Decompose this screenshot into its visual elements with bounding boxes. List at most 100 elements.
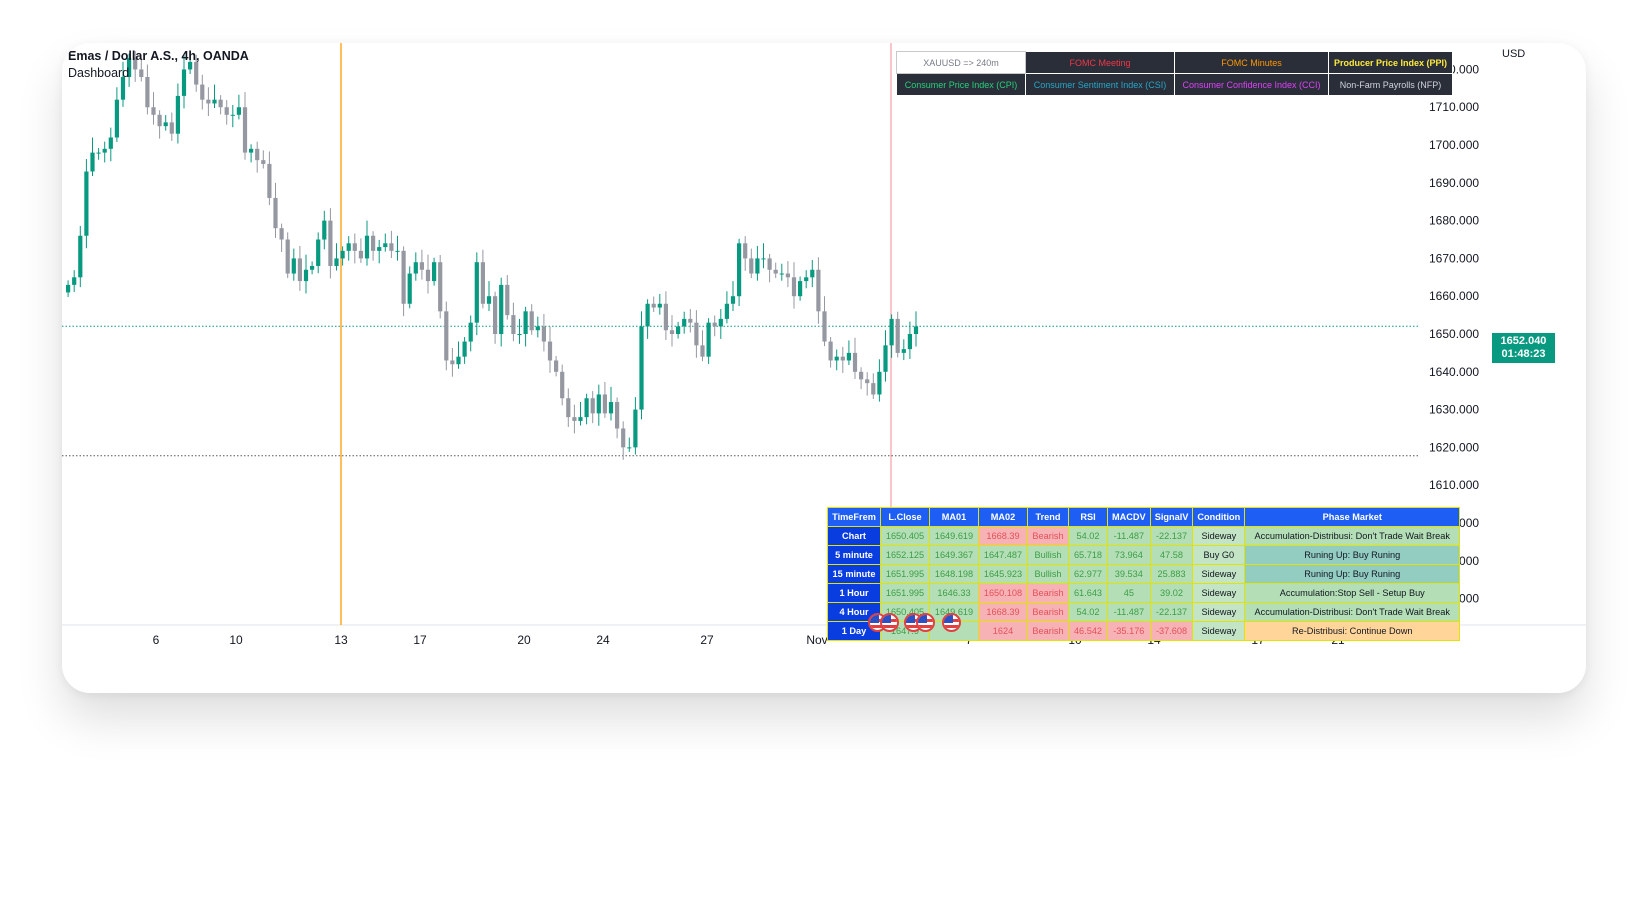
ma01-cell: 1649.619 [929, 602, 979, 622]
candle-body [639, 326, 644, 410]
candle-body [90, 152, 95, 172]
candle-body [480, 262, 485, 304]
candle-body [669, 330, 675, 334]
bar-countdown: 01:48:23 [1501, 348, 1546, 360]
trend-cell: Bearish [1027, 621, 1069, 641]
candle-body [737, 243, 742, 297]
phase-cell: Accumulation-Distribusi: Don't Trade Wai… [1244, 526, 1461, 546]
phase-cell: Re-Distribusi: Continue Down [1244, 621, 1461, 641]
candle-body [755, 258, 760, 274]
candle-body [511, 315, 516, 334]
candle-body [706, 322, 711, 357]
candle-body [316, 239, 321, 266]
candle-body [474, 262, 479, 323]
candle-body [383, 243, 388, 248]
candle-body [212, 99, 217, 104]
currency-label: USD [1502, 48, 1526, 60]
candle-body [547, 341, 553, 361]
col-signalv: SignalV [1149, 507, 1194, 527]
col-ma01: MA01 [929, 507, 979, 527]
candle-body [425, 269, 431, 282]
candle-body [907, 334, 912, 350]
table-row: 4 Hour 1650.405 1649.619 1668.39 Bearish… [827, 602, 1461, 622]
candle-body [651, 303, 656, 308]
y-tick-label: 1660.000 [1429, 289, 1479, 303]
candle-body [236, 107, 241, 115]
candle-body [407, 273, 412, 304]
candle-body [285, 239, 290, 274]
candle-body [224, 107, 229, 115]
candle-body [169, 122, 174, 134]
candle-body [249, 148, 254, 153]
candle-body [761, 258, 766, 260]
col-ma02: MA02 [978, 507, 1028, 527]
candle-body [450, 360, 455, 365]
candle-body [865, 379, 870, 384]
ma01-cell: 1648.198 [929, 564, 979, 584]
candle-body [340, 250, 345, 259]
chart-title: Emas / Dollar A.S., 4h, OANDA [68, 49, 249, 63]
event-cpi: Consumer Price Index (CPI) [896, 73, 1026, 96]
us-flag-event-icon[interactable] [942, 613, 961, 632]
ma01-cell: 1649.619 [929, 526, 979, 546]
rsi-cell: 61.643 [1068, 583, 1108, 603]
candle-body [901, 349, 906, 353]
x-tick-label: 27 [700, 633, 714, 647]
candle-body [133, 58, 138, 70]
ma01-cell: 1646.33 [929, 583, 979, 603]
candle-body [255, 148, 260, 161]
candle-body [127, 58, 132, 78]
x-tick-label: 10 [229, 633, 243, 647]
candle-body [529, 311, 534, 331]
phase-cell: Runing Up: Buy Runing [1244, 564, 1461, 584]
macdv-cell: 73.964 [1107, 545, 1151, 565]
candle-body [279, 228, 284, 240]
condition-cell: Sideway [1192, 602, 1246, 622]
y-tick-label: 1640.000 [1429, 365, 1479, 379]
candle-body [102, 148, 107, 153]
candle-body [572, 417, 577, 421]
candle-body [462, 341, 467, 357]
candle-body [145, 77, 150, 108]
x-tick-label: 24 [596, 633, 610, 647]
candle-body [895, 318, 900, 353]
trend-cell: Bullish [1027, 564, 1069, 584]
candle-body [852, 352, 858, 372]
candle-body [676, 326, 681, 334]
us-flag-event-icon[interactable] [916, 613, 935, 632]
candle-body [364, 235, 370, 259]
candle-body [120, 77, 126, 100]
ma02-cell: 1650.108 [978, 583, 1028, 603]
y-tick-label: 1610.000 [1429, 478, 1479, 492]
rsi-cell: 65.718 [1068, 545, 1108, 565]
candle-body [590, 398, 595, 414]
macdv-cell: -35.176 [1107, 621, 1151, 641]
candle-body [444, 311, 449, 361]
candle-body [804, 277, 809, 282]
candle-body [718, 318, 723, 327]
col-close: L.Close [880, 507, 930, 527]
candle-body [791, 277, 797, 297]
candle-body [523, 311, 528, 334]
y-tick-label: 1680.000 [1429, 214, 1479, 228]
candle-body [871, 383, 876, 395]
candle-body [456, 356, 461, 365]
signalv-cell: -37.608 [1149, 621, 1194, 641]
candle-body [889, 318, 894, 346]
us-flag-event-icon[interactable] [880, 613, 899, 632]
ma02-cell: 1645.923 [978, 564, 1028, 584]
candle-body [181, 69, 187, 96]
candle-body [108, 137, 113, 149]
candle-body [810, 269, 815, 278]
candle-body [242, 107, 248, 153]
candle-body [297, 258, 302, 282]
y-tick-label: 1670.000 [1429, 251, 1479, 265]
candle-body [627, 447, 632, 449]
x-tick-label: 13 [334, 633, 348, 647]
candle-body [663, 303, 668, 331]
candle-body [749, 258, 754, 274]
candle-body [822, 311, 827, 342]
candle-body [785, 273, 790, 278]
candle-body [194, 61, 199, 85]
event-xauusd-tf: XAUUSD => 240m [896, 51, 1026, 74]
